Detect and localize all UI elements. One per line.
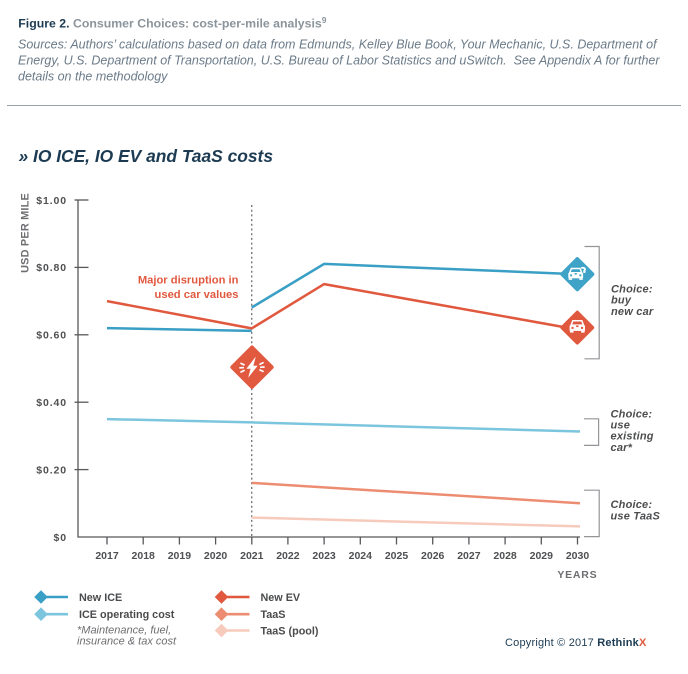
svg-text:Energy, U.S. Department of Tra: Energy, U.S. Department of Transportatio… [18, 53, 660, 67]
svg-text:$1.00: $1.00 [36, 195, 67, 207]
svg-text:2024: 2024 [349, 550, 373, 562]
svg-text:Copyright © 2017 RethinkX: Copyright © 2017 RethinkX [505, 637, 647, 649]
svg-text:2026: 2026 [421, 550, 445, 562]
svg-text:Choice:: Choice: [611, 283, 653, 295]
svg-text:insurance & tax cost: insurance & tax cost [77, 635, 177, 647]
svg-text:2028: 2028 [493, 550, 517, 562]
svg-text:2027: 2027 [457, 550, 481, 562]
svg-text:details on the methodology: details on the methodology [18, 69, 168, 83]
svg-text:new car: new car [611, 306, 654, 318]
svg-text:Major disruption in: Major disruption in [138, 275, 239, 287]
svg-text:ICE operating cost: ICE operating cost [79, 609, 175, 621]
svg-text:$0: $0 [54, 532, 67, 544]
svg-text:car*: car* [611, 442, 633, 454]
svg-text:$0.80: $0.80 [36, 262, 67, 274]
svg-text:$0.60: $0.60 [36, 330, 67, 342]
svg-text:Sources: Authors’ calculations: Sources: Authors’ calculations based on … [18, 38, 658, 52]
svg-text:2019: 2019 [168, 550, 192, 562]
svg-text:New ICE: New ICE [79, 592, 122, 604]
svg-text:used car values: used car values [155, 289, 239, 301]
svg-text:TaaS (pool): TaaS (pool) [261, 625, 319, 637]
svg-text:buy: buy [611, 295, 632, 307]
svg-text:YEARS: YEARS [557, 569, 597, 581]
svg-text:Choice:: Choice: [611, 408, 653, 420]
svg-text:2018: 2018 [132, 550, 156, 562]
svg-text:existing: existing [611, 431, 654, 443]
svg-text:$0.20: $0.20 [36, 464, 67, 476]
svg-text:2017: 2017 [95, 550, 119, 562]
svg-text:2022: 2022 [276, 550, 300, 562]
svg-text:» IO ICE, IO EV and TaaS costs: » IO ICE, IO EV and TaaS costs [19, 146, 274, 166]
svg-text:2030: 2030 [566, 550, 590, 562]
svg-text:Figure 2. Consumer Choices: co: Figure 2. Consumer Choices: cost-per-mil… [18, 15, 326, 31]
svg-text:2021: 2021 [240, 550, 264, 562]
svg-text:Choice:: Choice: [611, 499, 653, 511]
svg-text:TaaS: TaaS [261, 609, 286, 621]
svg-text:use: use [611, 420, 631, 432]
svg-text:2025: 2025 [385, 550, 409, 562]
svg-text:New EV: New EV [261, 592, 301, 604]
svg-text:2023: 2023 [312, 550, 336, 562]
svg-text:USD PER MILE: USD PER MILE [20, 193, 32, 273]
svg-text:2029: 2029 [530, 550, 554, 562]
svg-text:$0.40: $0.40 [36, 397, 67, 409]
svg-text:2020: 2020 [204, 550, 228, 562]
svg-text:use TaaS: use TaaS [611, 510, 661, 522]
